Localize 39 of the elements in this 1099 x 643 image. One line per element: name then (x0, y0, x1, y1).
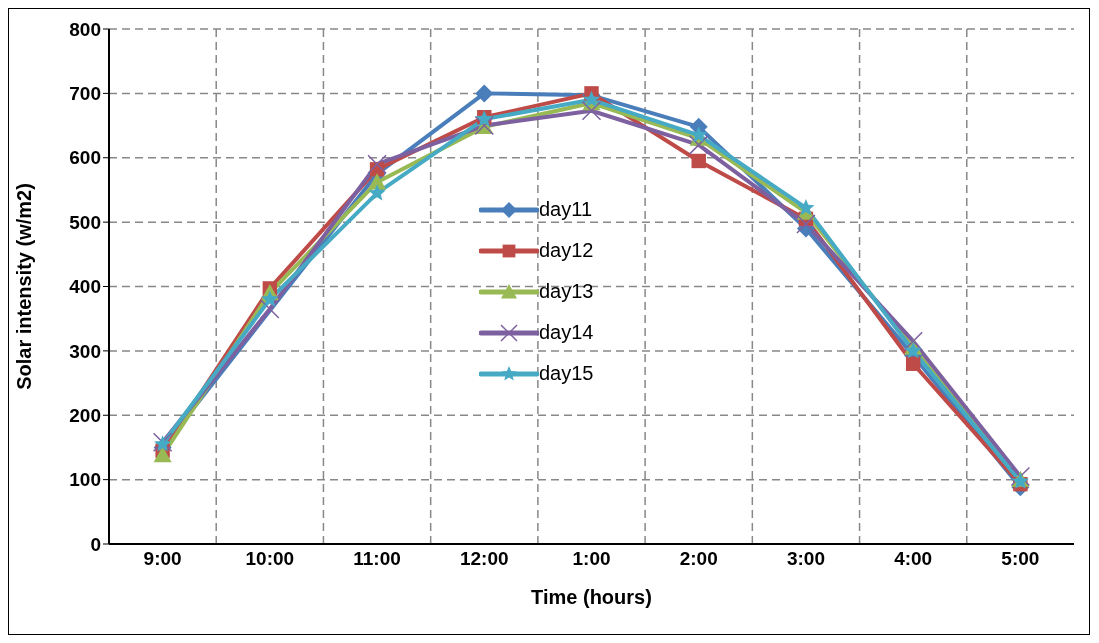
y-tick-label: 300 (69, 340, 101, 362)
point (153, 446, 172, 463)
x-tick-label: 10:00 (245, 548, 295, 570)
legend-label: day13 (539, 280, 594, 303)
point (691, 153, 706, 169)
point (368, 184, 386, 201)
point (475, 84, 494, 103)
point (367, 154, 387, 174)
x-axis-title: Time (hours) (531, 586, 652, 608)
x-tick-label: 11:00 (353, 548, 401, 570)
point (903, 331, 923, 351)
y-axis-title: Solar intensity (w/m2) (13, 183, 36, 390)
x-tick-label: 3:00 (786, 548, 825, 570)
y-tick-label: 600 (69, 147, 101, 169)
point (905, 356, 921, 371)
y-tick-label: 100 (69, 469, 101, 491)
point (904, 341, 922, 359)
x-tick-label: 9:00 (143, 548, 182, 570)
x-tick-label: 12:00 (459, 548, 509, 570)
point (582, 90, 601, 108)
y-tick-label: 200 (69, 404, 101, 426)
legend-label: day15 (539, 362, 594, 385)
point (581, 101, 602, 121)
x-tick-label: 1:00 (572, 548, 611, 570)
y-tick-label: 700 (69, 83, 101, 105)
point (261, 290, 279, 307)
legend-label: day11 (539, 198, 593, 221)
y-tick-label: 0 (90, 533, 101, 555)
y-tick-label: 500 (69, 211, 101, 233)
legend-label: day12 (539, 239, 594, 262)
y-tick-label: 800 (69, 18, 101, 40)
point (796, 214, 816, 234)
point (688, 135, 709, 155)
y-tick-label: 400 (69, 276, 101, 298)
x-tick-label: 4:00 (894, 548, 933, 570)
legend-label: day14 (539, 321, 594, 344)
point (797, 198, 815, 216)
x-tick-label: 5:00 (1001, 548, 1040, 570)
x-tick-label: 2:00 (679, 548, 718, 570)
